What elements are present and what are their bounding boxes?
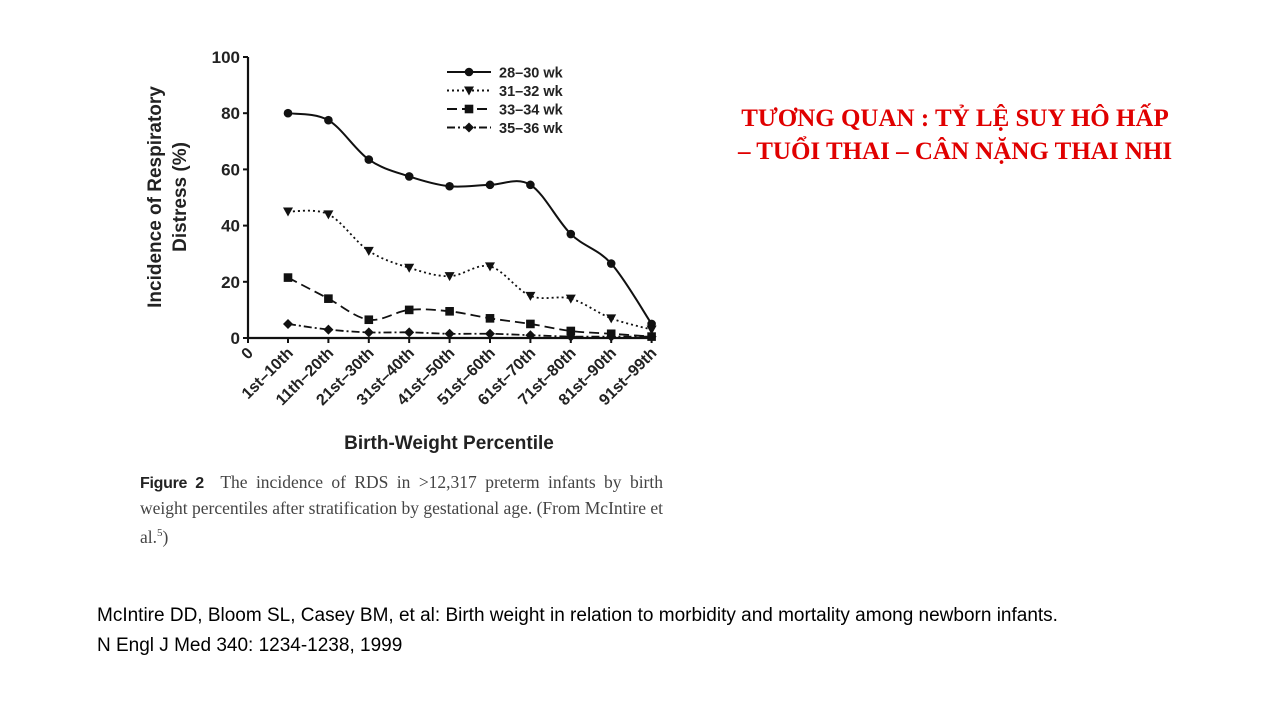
data-point (404, 172, 414, 181)
data-point (566, 326, 576, 336)
data-point (404, 305, 414, 315)
data-point (404, 263, 415, 273)
citation-line2: N Engl J Med 340: 1234-1238, 1999 (97, 635, 403, 656)
series-line (287, 323, 652, 338)
x-axis-label: Birth-Weight Percentile (344, 433, 554, 454)
y-tick-label: 0 (231, 329, 240, 348)
y-tick-label: 100 (212, 48, 240, 67)
data-point (363, 246, 374, 256)
caption-superscript: 5 (157, 527, 163, 539)
citation: McIntire DD, Bloom SL, Casey BM, et al: … (97, 601, 1058, 661)
data-point (364, 155, 374, 164)
data-point (283, 318, 293, 329)
y-axis-label: Distress (%) (170, 142, 191, 252)
data-point (485, 262, 495, 272)
data-point (324, 294, 333, 303)
y-tick-label: 80 (221, 104, 240, 123)
figure-caption: Figure 2 The incidence of RDS in >12,317… (140, 470, 663, 550)
series-line (287, 209, 652, 331)
data-point (364, 315, 374, 325)
data-point (485, 314, 495, 323)
legend-marker (464, 67, 474, 77)
caption-close: ) (162, 526, 169, 547)
data-point (324, 115, 333, 125)
data-point (565, 294, 576, 304)
data-point (526, 180, 535, 190)
data-point (525, 291, 536, 301)
series-line (287, 112, 653, 325)
data-point (445, 181, 454, 191)
legend-label: 33–34 wk (499, 103, 564, 119)
data-point (526, 319, 535, 329)
slide-title-line2: – TUỔI THAI – CÂN NẶNG THAI NHI (737, 138, 1173, 165)
citation-line1: McIntire DD, Bloom SL, Casey BM, et al: … (97, 605, 1058, 626)
series-line (287, 276, 652, 338)
data-point (606, 331, 617, 342)
data-point (646, 325, 657, 335)
figure-label: Figure 2 (140, 475, 204, 492)
x-tick-label: 0 (239, 345, 257, 363)
data-point (444, 272, 455, 282)
data-point (525, 330, 536, 341)
series-28-30- (283, 108, 656, 329)
slide-title-line1: TƯƠNG QUAN : TỶ LỆ SUY HÔ HẤP (741, 105, 1169, 132)
legend-marker (464, 86, 474, 96)
legend-label: 35–36 wk (499, 121, 564, 137)
data-point (323, 324, 334, 335)
data-point (485, 328, 495, 339)
data-point (565, 331, 576, 342)
data-point (445, 307, 454, 316)
legend-label: 28–30 wk (499, 66, 564, 82)
legend-marker (464, 122, 474, 133)
series-31-32- (283, 207, 657, 335)
y-tick-label: 60 (221, 160, 240, 179)
y-tick-label: 20 (221, 273, 240, 292)
data-point (283, 207, 293, 217)
data-point (283, 108, 293, 118)
data-point (363, 327, 374, 338)
data-point (323, 210, 334, 220)
rds-line-chart: 02040608010001st–10th11th–20th21st–30th3… (145, 48, 660, 454)
data-point (485, 180, 495, 190)
series-35-36- (283, 318, 657, 342)
legend-marker (464, 104, 474, 114)
legend-label: 31–32 wk (499, 84, 564, 100)
data-point (404, 327, 415, 338)
data-point (566, 229, 576, 239)
data-point (444, 328, 455, 339)
data-point (646, 331, 657, 342)
slide-title: TƯƠNG QUAN : TỶ LỆ SUY HÔ HẤP – TUỔI THA… (700, 102, 1210, 168)
y-tick-label: 40 (221, 217, 240, 236)
data-point (606, 314, 617, 324)
caption-text: The incidence of RDS in >12,317 preterm … (140, 472, 663, 547)
data-point (606, 259, 616, 268)
data-point (283, 273, 293, 282)
y-axis-label: Incidence of Respiratory (145, 86, 166, 308)
